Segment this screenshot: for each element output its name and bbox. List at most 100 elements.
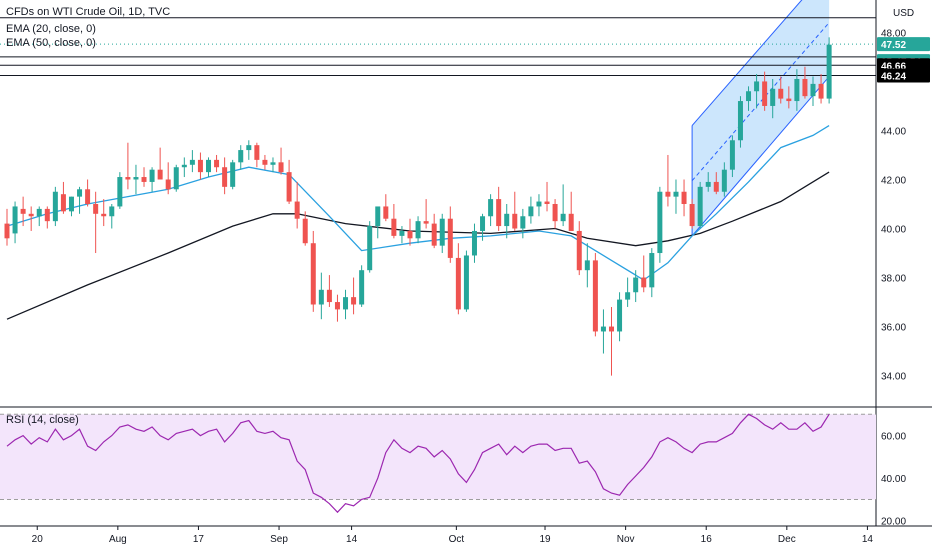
candle-up [359,265,365,307]
candle-body [254,145,260,160]
candle-up [181,157,187,178]
candle-down [512,191,518,231]
candle-body [93,204,99,214]
candle-down [818,74,824,104]
candle-down [681,179,687,217]
time-tick-label: Dec [778,534,796,545]
candle-down [431,213,437,249]
candle-body [189,159,195,165]
candle-body [334,302,340,310]
candle-down [85,179,91,207]
candle-body [391,218,397,236]
candle-body [657,191,663,254]
price-tick-label: 36.00 [881,323,906,334]
candle-up [657,186,663,263]
candle-down [101,199,107,227]
candle-down [609,306,614,376]
candle-down [383,194,389,222]
candle-down [391,204,397,239]
candle-up [415,216,421,244]
candle-down [93,191,99,254]
candle-up [617,292,623,342]
candle-body [544,201,550,204]
candle-up [230,159,236,190]
candle-body [528,206,534,217]
candle-body [592,260,598,332]
ema20-legend: EMA (20, close, 0) [6,23,96,35]
candle-body [133,177,139,180]
candle-body [560,213,566,222]
candle-body [463,255,469,310]
candle-body [697,186,703,227]
candle-body [28,213,34,217]
candle-down [713,172,719,195]
candle-up [471,223,477,263]
candle-up [705,172,711,192]
candle-body [552,204,558,222]
candle-up [810,76,816,106]
candle-up [754,74,760,109]
candle-down [286,159,292,204]
candle-down [44,206,50,229]
candle-body [246,145,252,151]
candle-body [12,206,18,234]
candle-body [407,230,413,239]
candle-body [141,177,147,182]
chart-title: CFDs on WTI Crude Oil, 1D, TVC [6,6,171,18]
candle-body [754,81,760,92]
candle-body [262,159,268,165]
candle-body [826,44,832,99]
candle-body [762,81,768,106]
candle-down [254,142,260,168]
candle-up [343,289,349,320]
candle-body [77,189,83,197]
time-tick-label: Aug [109,534,127,545]
candle-body [778,88,784,99]
price-tick-label: 38.00 [881,274,906,285]
time-tick-label: 16 [701,534,713,545]
candle-body [737,101,743,141]
candle-body [665,191,671,197]
candle-up [560,184,566,227]
candle-body [504,213,510,227]
candle-body [713,181,719,192]
candle-up [52,186,58,227]
candle-body [286,172,292,202]
candle-down [576,221,582,276]
candle-body [310,243,316,305]
candle-body [609,326,614,332]
candle-down [568,191,574,231]
candle-up [528,196,534,224]
candle-down [262,154,268,170]
candle-down [310,230,316,312]
candle-down [4,208,10,246]
candle-up [246,140,252,160]
candle-body [197,159,203,173]
candle-body [576,230,582,271]
price-badge: 46.24 [877,68,930,83]
candle-body [520,216,526,229]
candle-up [77,186,83,214]
ema20-line [6,125,830,281]
candle-body [60,194,66,212]
candle-down [423,199,429,229]
candle-up [746,86,752,111]
currency-label: USD [893,8,914,19]
candle-down [214,154,220,173]
candle-up [536,194,542,217]
time-tick-label: 14 [862,534,874,545]
candle-up [270,157,276,173]
candle-body [68,196,74,212]
candle-body [786,98,792,102]
candle-body [52,191,58,222]
price-tick-label: 40.00 [881,225,906,236]
candle-body [423,221,429,224]
candle-up [737,96,743,148]
candle-body [633,277,639,293]
candle-body [625,292,631,300]
candle-up [189,150,195,173]
price-badge-bg [877,68,930,83]
candle-body [222,167,228,187]
candle-up [36,206,42,227]
candle-down [302,211,308,246]
